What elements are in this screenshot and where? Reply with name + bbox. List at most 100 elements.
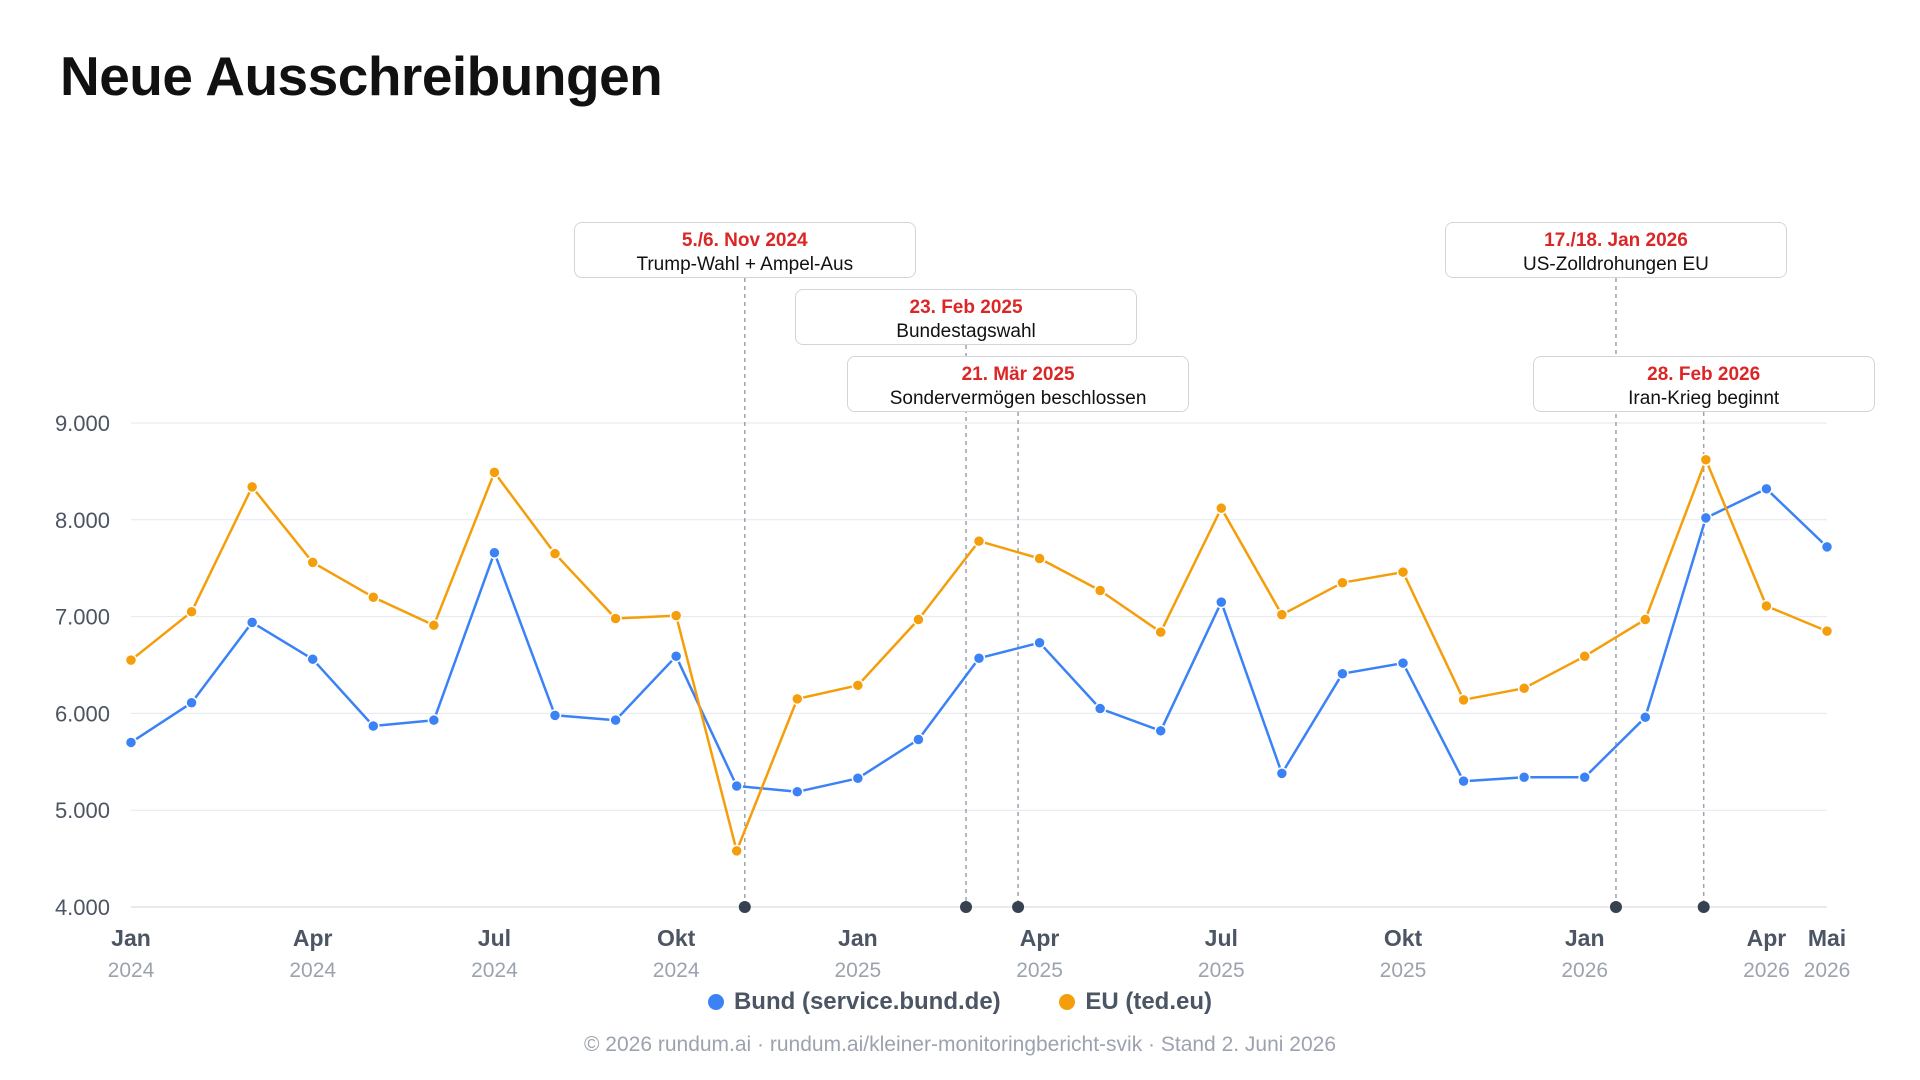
event-marker — [960, 901, 973, 913]
x-tick-year: 2024 — [108, 959, 155, 982]
data-point — [1093, 584, 1107, 597]
data-point — [1336, 667, 1349, 680]
data-point — [1396, 656, 1410, 670]
data-point — [912, 613, 925, 626]
legend-item-eu[interactable]: EU (ted.eu) — [1059, 988, 1212, 1016]
annotation-label: Sondervermögen beschlossen — [889, 388, 1147, 409]
data-point — [669, 609, 683, 622]
data-point — [1093, 702, 1107, 715]
x-tick-year: 2026 — [1561, 959, 1608, 982]
x-tick-month: Jul — [1205, 925, 1238, 951]
x-tick-month: Okt — [657, 925, 696, 951]
x-tick-month: Mai — [1808, 925, 1846, 951]
x-tick-month: Jul — [478, 925, 511, 951]
data-point — [367, 590, 380, 604]
x-tick-year: 2025 — [1198, 959, 1245, 982]
data-point — [1033, 552, 1046, 565]
x-tick-month: Jan — [838, 925, 878, 951]
y-tick-label: 9.000 — [55, 411, 110, 436]
data-point — [730, 844, 743, 858]
x-tick-month: Apr — [293, 925, 333, 951]
data-point — [427, 619, 441, 632]
data-point — [1336, 576, 1349, 589]
annotation-label: US-Zolldrohungen EU — [1523, 254, 1709, 275]
legend: Bund (service.bund.de) EU (ted.eu) — [0, 988, 1920, 1017]
data-point — [427, 713, 441, 727]
data-point — [1760, 482, 1773, 496]
footer-credit: © 2026 rundum.ai · rundum.ai/kleiner-mon… — [583, 1033, 1336, 1056]
event-marker — [1697, 901, 1710, 913]
data-point — [245, 480, 259, 494]
y-tick-label: 6.000 — [55, 701, 110, 726]
x-tick-month: Jan — [1565, 925, 1605, 951]
data-point — [851, 679, 865, 692]
annotation-label: Bundestagswahl — [896, 321, 1036, 342]
series-line — [130, 487, 1828, 794]
annotation-label: Trump-Wahl + Ampel-Aus — [636, 254, 854, 275]
data-point — [791, 692, 804, 706]
eu-dot-icon — [1059, 994, 1076, 1010]
data-point — [609, 713, 622, 727]
data-point — [367, 719, 380, 733]
axis-labels: 4.000 5.000 6.000 7.000 8.000 9.000 Jan 2024 Apr… — [55, 411, 1850, 982]
data-point — [1517, 681, 1531, 695]
event-marker — [1609, 901, 1622, 913]
data-point — [185, 696, 198, 710]
annotation-date: 28. Feb 2026 — [1647, 364, 1761, 385]
x-tick-month: Jan — [111, 925, 151, 951]
data-point — [1578, 771, 1591, 784]
legend-item-bund[interactable]: Bund (service.bund.de) — [707, 988, 1001, 1016]
data-point — [1215, 501, 1228, 515]
data-point — [306, 556, 319, 569]
x-tick-year: 2024 — [653, 959, 700, 982]
data-point — [972, 534, 986, 548]
data-point — [1578, 650, 1591, 663]
data-point — [1820, 624, 1834, 638]
data-point — [488, 466, 501, 479]
data-point — [1396, 565, 1410, 579]
data-point — [245, 616, 259, 629]
x-tick-year: 2024 — [471, 959, 518, 982]
data-point — [1457, 693, 1470, 707]
event-marker — [738, 901, 751, 913]
data-point — [669, 650, 683, 663]
annotation-label: Iran-Krieg beginnt — [1628, 388, 1780, 409]
annotation-box: 23. Feb 2025 Bundestagswahl — [795, 289, 1138, 345]
x-tick-year: 2026 — [1743, 959, 1790, 982]
data-point — [488, 546, 501, 559]
annotation-box: 17./18. Jan 2026 US-Zolldrohungen EU — [1444, 222, 1787, 278]
y-tick-label: 5.000 — [55, 798, 110, 823]
data-point — [912, 733, 925, 746]
data-point — [548, 709, 562, 722]
data-point — [1457, 774, 1470, 788]
data-point — [609, 612, 622, 625]
legend-label-bund: Bund (service.bund.de) — [733, 988, 1001, 1015]
x-tick-month: Apr — [1747, 925, 1787, 951]
data-point — [306, 652, 319, 666]
data-point — [1154, 625, 1167, 639]
annotation-box: 28. Feb 2026 Iran-Krieg beginnt — [1532, 356, 1875, 412]
page-title: Neue Ausschreibungen — [60, 45, 663, 107]
data-point — [124, 736, 138, 749]
x-tick-year: 2025 — [1380, 959, 1427, 982]
data-point — [1639, 613, 1652, 626]
annotation-date: 5./6. Nov 2024 — [681, 230, 808, 251]
series-lines — [124, 453, 1834, 858]
data-point — [730, 779, 743, 793]
data-point — [851, 772, 865, 785]
x-tick-year: 2024 — [289, 959, 336, 982]
data-point — [972, 651, 986, 665]
annotation-box: 5./6. Nov 2024 Trump-Wahl + Ampel-Aus — [573, 222, 916, 278]
data-point — [548, 547, 562, 560]
grid-lines — [131, 422, 1827, 908]
data-point — [185, 605, 198, 619]
annotation-box: 21. Mär 2025 Sondervermögen beschlossen — [847, 356, 1190, 412]
x-tick-month: Okt — [1384, 925, 1423, 951]
data-point — [791, 785, 804, 799]
data-point — [1639, 711, 1652, 724]
legend-label-eu: EU (ted.eu) — [1085, 988, 1213, 1015]
data-point — [1154, 724, 1167, 738]
data-point — [1820, 540, 1834, 554]
y-tick-label: 7.000 — [55, 605, 110, 630]
